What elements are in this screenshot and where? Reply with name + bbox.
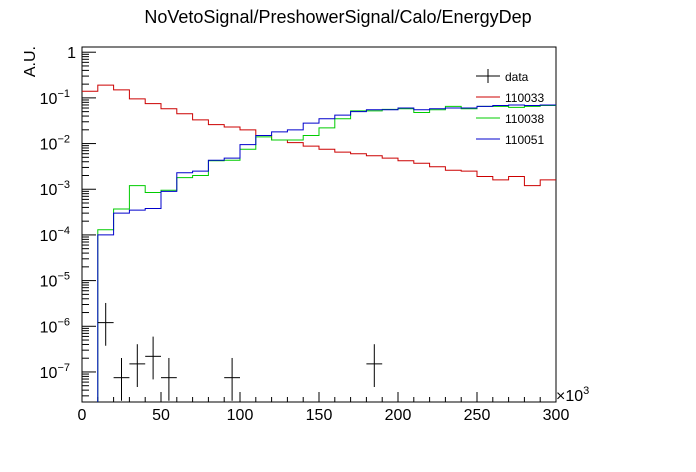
y-tick-label: 10−1 (40, 88, 70, 108)
x-tick-label: 100 (227, 407, 254, 424)
y-tick-label: 10−6 (40, 316, 70, 336)
axis-ticks (81, 51, 557, 402)
x-tick-label: 250 (464, 407, 491, 424)
y-tick-label: 10−2 (40, 134, 70, 154)
y-tick-label: 10−7 (40, 362, 70, 382)
y-tick-label: 1 (67, 45, 76, 62)
data-point (97, 302, 114, 346)
y-axis-label: A.U. (22, 46, 39, 77)
y-tick-label: 10−5 (40, 271, 70, 291)
x-tick-label: 50 (152, 407, 170, 424)
series-110033-line (82, 84, 556, 187)
y-tick-label: 10−3 (40, 179, 70, 199)
legend-entry: data (476, 69, 529, 84)
x-tick-label: 150 (306, 407, 333, 424)
x-tick-label: 300 (543, 407, 570, 424)
chart-title: NoVetoSignal/PreshowerSignal/Calo/Energy… (144, 7, 531, 27)
data-point (129, 344, 146, 387)
data-point (161, 357, 177, 401)
data-point (224, 357, 240, 401)
legend-entry: 110051 (476, 133, 544, 147)
x-tick-label: 0 (78, 407, 87, 424)
series-110038-line (97, 105, 556, 402)
legend-entry: 110033 (476, 91, 544, 105)
legend-label: 110033 (505, 91, 544, 105)
legend: data 110033 110038 110051 (476, 69, 544, 147)
data-point (366, 344, 383, 387)
series-layer (82, 84, 556, 402)
data-point (145, 336, 161, 380)
data-point (113, 357, 130, 401)
tick-labels: 0 50 100 150 200 250 300 1 10−1 10−2 10−3 10−4 10−5 1… (40, 45, 570, 424)
x-tick-label: 200 (385, 407, 412, 424)
series-110051-line (97, 104, 556, 402)
legend-label: 110051 (505, 133, 544, 147)
legend-label: data (505, 70, 529, 84)
x-axis-exponent-label: ×103 (556, 385, 589, 405)
legend-entry: 110038 (476, 112, 544, 126)
y-tick-label: 10−4 (40, 225, 70, 245)
legend-label: 110038 (505, 112, 544, 126)
